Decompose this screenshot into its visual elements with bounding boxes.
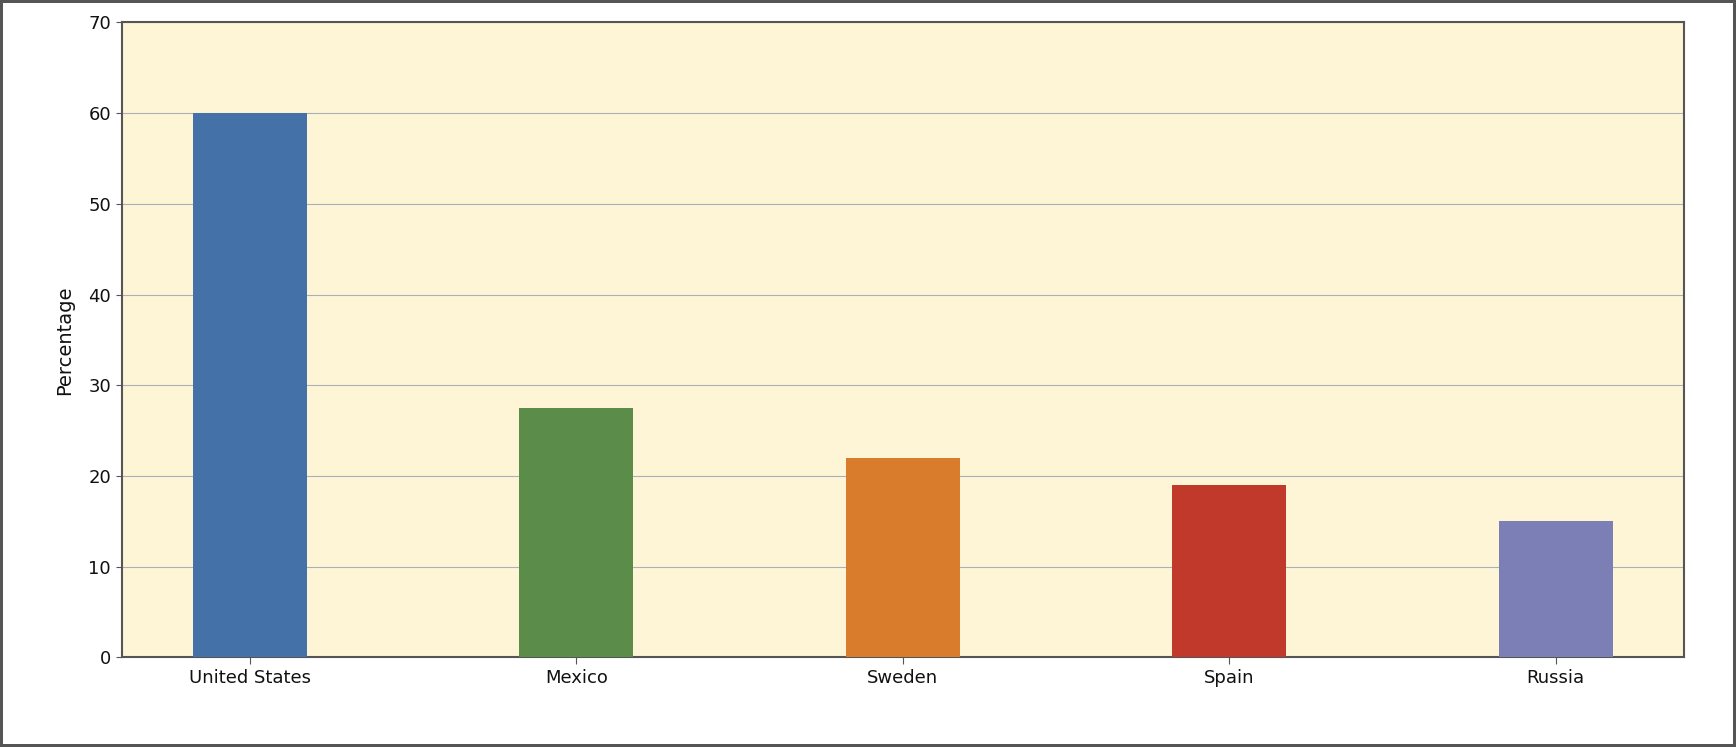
Bar (845, 458, 960, 657)
Bar (1498, 521, 1613, 657)
Y-axis label: Percentage: Percentage (56, 285, 75, 394)
Bar (1172, 485, 1286, 657)
Bar (519, 408, 634, 657)
Bar (193, 113, 307, 657)
